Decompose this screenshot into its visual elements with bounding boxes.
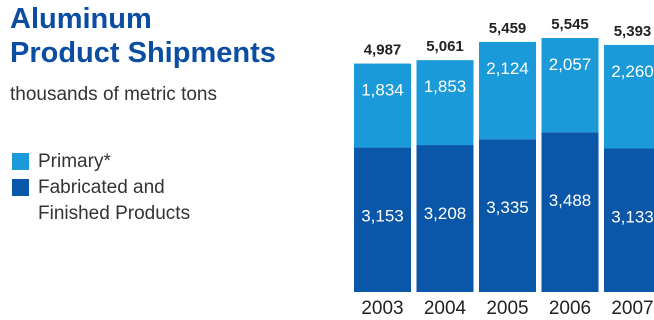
legend-label-fabricated: Fabricated and Finished Products xyxy=(38,177,191,224)
data-label-primary-2004: 1,853 xyxy=(424,77,467,96)
total-label-2004: 5,061 xyxy=(426,38,464,55)
data-label-fabricated-2005: 3,335 xyxy=(486,198,529,217)
legend-swatch-fabricated xyxy=(12,179,29,196)
bar-primary-2006 xyxy=(541,38,599,133)
total-label-2005: 5,459 xyxy=(489,20,527,37)
total-label-2003: 4,987 xyxy=(364,42,402,59)
bar-primary-2005 xyxy=(479,41,536,140)
bar-fabricated-2004 xyxy=(416,145,474,292)
bar-fabricated-2006 xyxy=(541,132,599,292)
total-label-2007: 5,393 xyxy=(614,23,652,40)
data-label-primary-2006: 2,057 xyxy=(549,55,592,74)
data-label-primary-2005: 2,124 xyxy=(486,59,529,78)
bar-primary-2007 xyxy=(604,44,654,149)
data-label-primary-2003: 1,834 xyxy=(361,81,404,100)
data-label-primary-2007: 2,260 xyxy=(611,62,654,81)
bar-fabricated-2003 xyxy=(354,147,411,292)
chart-title: Aluminum Product Shipments xyxy=(10,2,276,70)
data-label-fabricated-2003: 3,153 xyxy=(361,207,404,226)
x-tick-label-2004: 2004 xyxy=(424,298,467,319)
bar-primary-2003 xyxy=(354,63,411,148)
data-label-fabricated-2006: 3,488 xyxy=(549,191,592,210)
data-label-fabricated-2007: 3,133 xyxy=(611,207,654,226)
legend-swatch-primary xyxy=(12,153,29,170)
chart-title-line-2: Product Shipments xyxy=(10,37,276,69)
legend-item-fabricated: Fabricated and Finished Products xyxy=(12,175,228,227)
x-tick-label-2006: 2006 xyxy=(549,298,591,319)
chart-subtitle: thousands of metric tons xyxy=(10,84,217,105)
legend-label-primary: Primary* xyxy=(38,151,111,172)
bar-primary-2004 xyxy=(416,60,474,146)
total-label-2006: 5,545 xyxy=(551,16,589,33)
legend: Primary* Fabricated and Finished Product… xyxy=(12,149,228,227)
x-tick-label-2005: 2005 xyxy=(486,298,528,319)
legend-item-primary: Primary* xyxy=(12,149,228,175)
bar-fabricated-2005 xyxy=(479,139,536,292)
x-tick-label-2007: 2007 xyxy=(611,298,653,319)
chart-title-line-1: Aluminum xyxy=(10,3,152,35)
bar-fabricated-2007 xyxy=(604,148,654,292)
x-tick-label-2003: 2003 xyxy=(361,298,403,319)
data-label-fabricated-2004: 3,208 xyxy=(424,204,467,223)
